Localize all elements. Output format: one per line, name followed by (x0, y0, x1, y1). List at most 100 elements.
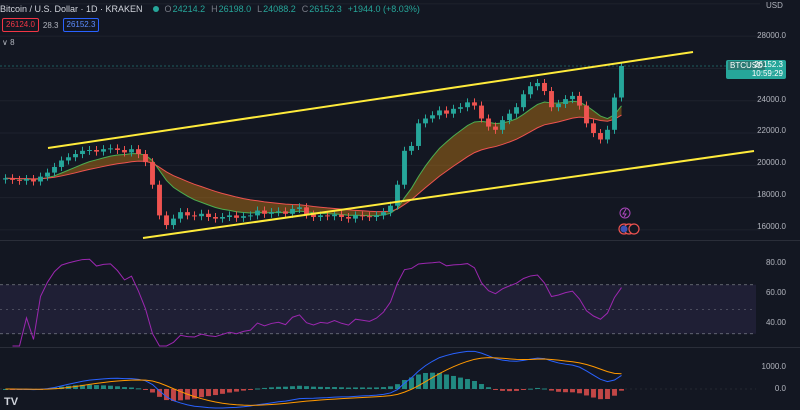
macd-histogram-bar (297, 385, 302, 389)
candle-body (143, 154, 148, 163)
candle-body (430, 115, 435, 119)
candle-body (192, 215, 197, 217)
candle-body (283, 211, 288, 214)
candle-body (52, 166, 57, 173)
candle-body (556, 103, 561, 108)
candle-body (38, 176, 43, 182)
chart-legend: Bitcoin / U.S. Dollar · 1D · KRAKEN O242… (0, 2, 420, 16)
candle-body (276, 211, 281, 213)
open-value: 24214.2 (172, 4, 206, 14)
macd-histogram-bar (577, 389, 582, 394)
candle-body (402, 150, 407, 185)
macd-histogram-bar (437, 373, 442, 389)
macd-histogram-bar (430, 372, 435, 389)
macd-histogram-bar (535, 387, 540, 389)
macd-histogram-bar (472, 380, 477, 389)
candle-body (353, 215, 358, 219)
macd-histogram-bar (94, 385, 99, 389)
macd-line (5, 350, 622, 409)
pane-divider[interactable] (0, 347, 800, 348)
buy-button[interactable]: 26152.3 (62, 18, 100, 32)
last-price-tag: BTCUSD 26152.3 10:59:29 (726, 60, 786, 79)
candle-body (17, 179, 22, 181)
candle-body (388, 205, 393, 213)
macd-histogram-bar (542, 388, 547, 390)
candle-body (269, 212, 274, 214)
symbol-title[interactable]: Bitcoin / U.S. Dollar · 1D · KRAKEN (0, 4, 143, 14)
macd-histogram-bar (556, 389, 561, 392)
change-value: +1944.0 (+8.03%) (347, 4, 420, 14)
macd-histogram-bar (234, 389, 239, 392)
price-tick: 20000.0 (757, 158, 786, 167)
high-value: 26198.0 (218, 4, 252, 14)
candle-body (346, 217, 351, 219)
pane-divider[interactable] (0, 240, 800, 241)
tradingview-logo[interactable]: TV (4, 396, 19, 408)
candle-body (458, 107, 463, 109)
macd-histogram-bar (157, 389, 162, 397)
macd-histogram-bar (80, 384, 85, 389)
candle-body (535, 82, 540, 87)
high-label: H (211, 4, 218, 14)
macd-histogram-bar (591, 389, 596, 398)
macd-histogram-bar (360, 387, 365, 389)
macd-histogram-bar (164, 389, 169, 401)
candle-body (486, 118, 491, 127)
candle-body (325, 215, 330, 217)
macd-histogram-bar (206, 389, 211, 397)
macd-histogram-bar (395, 384, 400, 389)
macd-histogram-bar (129, 387, 134, 389)
candle-body (31, 179, 36, 182)
candle-body (248, 215, 253, 217)
macd-histogram-bar (493, 389, 498, 390)
candle-body (395, 184, 400, 206)
macd-signal-line (5, 357, 622, 406)
macd-histogram-bar (416, 374, 421, 389)
macd-histogram-bar (248, 389, 253, 390)
candle-body (472, 102, 477, 106)
candle-body (122, 149, 127, 153)
macd-histogram-bar (619, 389, 624, 391)
macd-histogram-bar (332, 387, 337, 389)
macd-histogram-bar (605, 389, 610, 399)
macd-histogram-bar (318, 386, 323, 389)
macd-histogram-bar (507, 389, 512, 392)
macd-histogram-bar (458, 377, 463, 389)
candle-body (311, 214, 316, 218)
spread-value: 28.3 (42, 20, 59, 30)
rsi-line (12, 258, 622, 347)
macd-histogram-bar (108, 385, 113, 389)
candle-body (66, 157, 71, 161)
ma-slow-line (5, 114, 622, 213)
candle-body (605, 129, 610, 140)
candle-body (290, 208, 295, 214)
sell-button[interactable]: 26124.0 (2, 18, 39, 32)
candle-body (409, 145, 414, 151)
candle-body (619, 65, 624, 98)
candle-body (59, 160, 64, 167)
macd-histogram-bar (122, 387, 127, 389)
macd-histogram-bar (353, 387, 358, 389)
macd-histogram-bar (115, 386, 120, 389)
open-label: O (164, 4, 172, 14)
indicators-toggle[interactable]: ∨ 8 (2, 38, 15, 47)
us-flag-icon (620, 225, 628, 233)
candle-body (87, 149, 92, 151)
price-tick: 24000.0 (757, 95, 786, 104)
lightning-bolt-icon (622, 208, 627, 218)
candle-body (479, 105, 484, 119)
rsi-tick: 80.00 (765, 258, 786, 267)
macd-histogram-bar (178, 389, 183, 401)
candle-body (129, 149, 134, 153)
price-tag-countdown: 10:59:29 (751, 69, 783, 78)
candle-body (178, 212, 183, 219)
candle-body (451, 108, 456, 114)
macd-histogram-bar (87, 384, 92, 389)
currency-label[interactable]: USD (766, 1, 783, 10)
candle-body (241, 216, 246, 218)
macd-histogram-bar (325, 387, 330, 389)
candle-body (73, 154, 78, 158)
quote-row: 26124.0 28.3 26152.3 (2, 18, 100, 32)
macd-histogram-bar (171, 389, 176, 401)
